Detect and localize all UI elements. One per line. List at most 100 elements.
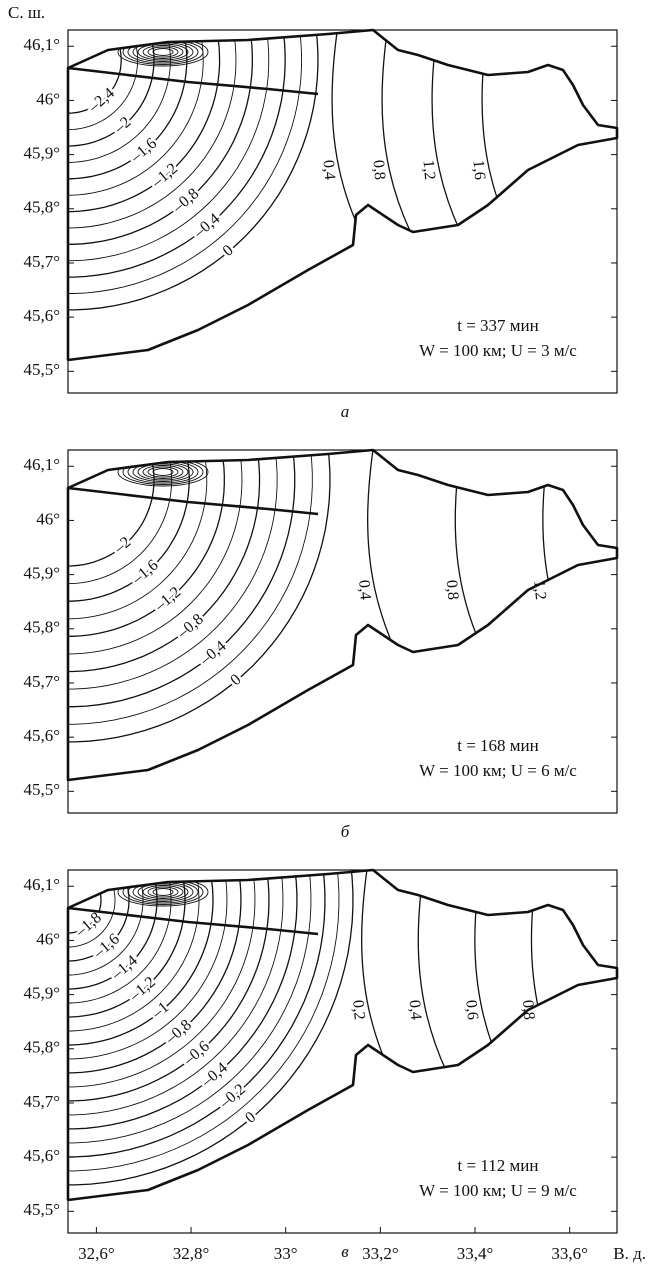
contour-label: 0,4	[406, 999, 425, 1020]
contour-label: 1,6	[469, 159, 488, 180]
y-tick-label: 46,1°	[23, 875, 60, 894]
contour-label: –0,4	[198, 1059, 231, 1091]
lagoon-contours	[147, 46, 179, 58]
contour-line	[68, 450, 225, 637]
contour-line-minor	[68, 870, 284, 1116]
contour-line-minor	[68, 30, 270, 262]
contour-line-minor	[68, 870, 312, 1144]
contour-label: –1,2	[151, 584, 184, 616]
y-tick-label: 45,6°	[23, 1146, 60, 1165]
contour-line	[381, 30, 459, 311]
contour-line-minor	[68, 870, 228, 1060]
y-tick-label: 45,7°	[23, 252, 60, 271]
contour-line	[68, 870, 214, 1046]
contour-line	[68, 870, 186, 1018]
map-panel: –1,8–1,6–1,4–1,2–1–0,8–0,6–0,4–0,200,2 0,…	[66, 868, 619, 1234]
contour-label: –1,6	[128, 557, 161, 589]
contour-label: –0,8	[162, 1016, 195, 1048]
contour-line	[481, 30, 559, 311]
y-tick-label: 45,9°	[23, 144, 60, 163]
contour-line-minor	[68, 450, 173, 585]
contour-group	[68, 870, 608, 1186]
y-tick-label: 45,5°	[23, 780, 60, 799]
coastline	[66, 448, 619, 782]
contour-line-minor	[68, 450, 208, 620]
map-panel: –2,4–2–1,6–1,2–0,8–0,400,4 0,8 1,2 1,6t = 3…	[66, 28, 619, 394]
contour-line	[68, 30, 188, 180]
annotation: t = 337 мин	[457, 316, 539, 335]
contour-label: 0,6	[462, 999, 481, 1020]
coastline	[66, 28, 619, 362]
contour-label: –0,8	[174, 611, 207, 643]
contour-label: 0,2	[349, 999, 368, 1020]
contour-line-minor	[68, 870, 200, 1032]
y-tick-label: 46°	[36, 509, 60, 528]
contour-line-minor	[68, 885, 116, 948]
contour-line	[367, 450, 445, 731]
contour-line-minor	[68, 877, 144, 976]
contour-line	[68, 870, 298, 1130]
annotation: W = 100 км; U = 3 м/с	[419, 341, 577, 360]
contour-line	[68, 881, 130, 962]
lagoon-contours	[137, 463, 189, 481]
panel-label: а	[341, 402, 350, 421]
contour-label: 1,2	[530, 579, 549, 600]
spit	[67, 906, 319, 936]
lagoon-contours	[147, 886, 179, 898]
contour-line	[68, 34, 155, 147]
x-tick-label: 33,6°	[551, 1244, 588, 1263]
contour-line	[68, 30, 319, 311]
contour-label: 0,4	[355, 579, 374, 600]
y-tick-label: 46°	[36, 89, 60, 108]
contour-line	[361, 870, 439, 1151]
contour-line	[68, 870, 354, 1186]
contour-line	[68, 870, 326, 1158]
x-tick-label: 32,8°	[173, 1244, 210, 1263]
contour-line	[68, 450, 261, 673]
lagoon-contours	[142, 885, 184, 899]
contour-line-minor	[68, 39, 139, 131]
frame	[67, 29, 618, 394]
contour-line	[68, 454, 155, 567]
contour-line-minor	[68, 30, 171, 163]
y-tick-label: 45,7°	[23, 1092, 60, 1111]
lagoon-contours	[152, 888, 174, 896]
contour-label: 0,8	[443, 579, 462, 600]
contour-label: –1,8	[72, 909, 105, 941]
y-tick-label: 45,8°	[23, 1038, 60, 1057]
contour-group	[68, 30, 559, 311]
contour-line	[68, 873, 158, 990]
y-tick-label: 46,1°	[23, 455, 60, 474]
y-tick-label: 45,7°	[23, 672, 60, 691]
contour-label: –1,2	[126, 973, 159, 1005]
map-panel: –2–1,6–1,2–0,8–0,400,4 0,8 1,2t = 168 минW…	[66, 448, 619, 814]
contour-line-minor	[68, 450, 313, 725]
contour-line-minor	[68, 870, 172, 1004]
y-tick-label: 45,5°	[23, 360, 60, 379]
contour-line	[431, 30, 509, 311]
contour-line-minor	[68, 870, 256, 1088]
lagoon-contours	[142, 45, 184, 59]
contour-line	[68, 30, 221, 213]
x-tick-label: 33°	[274, 1244, 298, 1263]
x-axis-label: В. д.	[613, 1244, 646, 1263]
spit	[67, 486, 319, 516]
annotation: t = 112 мин	[458, 1156, 539, 1175]
contour-line	[331, 30, 409, 311]
contour-line-minor	[68, 450, 278, 690]
contour-line-minor	[68, 450, 243, 655]
y-tick-label: 45,8°	[23, 198, 60, 217]
contour-line-minor	[68, 870, 340, 1172]
annotation: W = 100 км; U = 9 м/с	[419, 1181, 577, 1200]
contour-line	[454, 450, 532, 731]
contour-label: –2	[110, 534, 134, 558]
spit	[67, 66, 319, 96]
lagoon-contours	[142, 465, 184, 479]
y-tick-label: 45,6°	[23, 726, 60, 745]
y-axis-label: С. ш.	[8, 3, 45, 22]
contour-label: 0,8	[369, 159, 388, 180]
panel-label: б	[341, 822, 350, 841]
coastline	[66, 868, 619, 1202]
x-tick-label: 33,2°	[362, 1244, 399, 1263]
